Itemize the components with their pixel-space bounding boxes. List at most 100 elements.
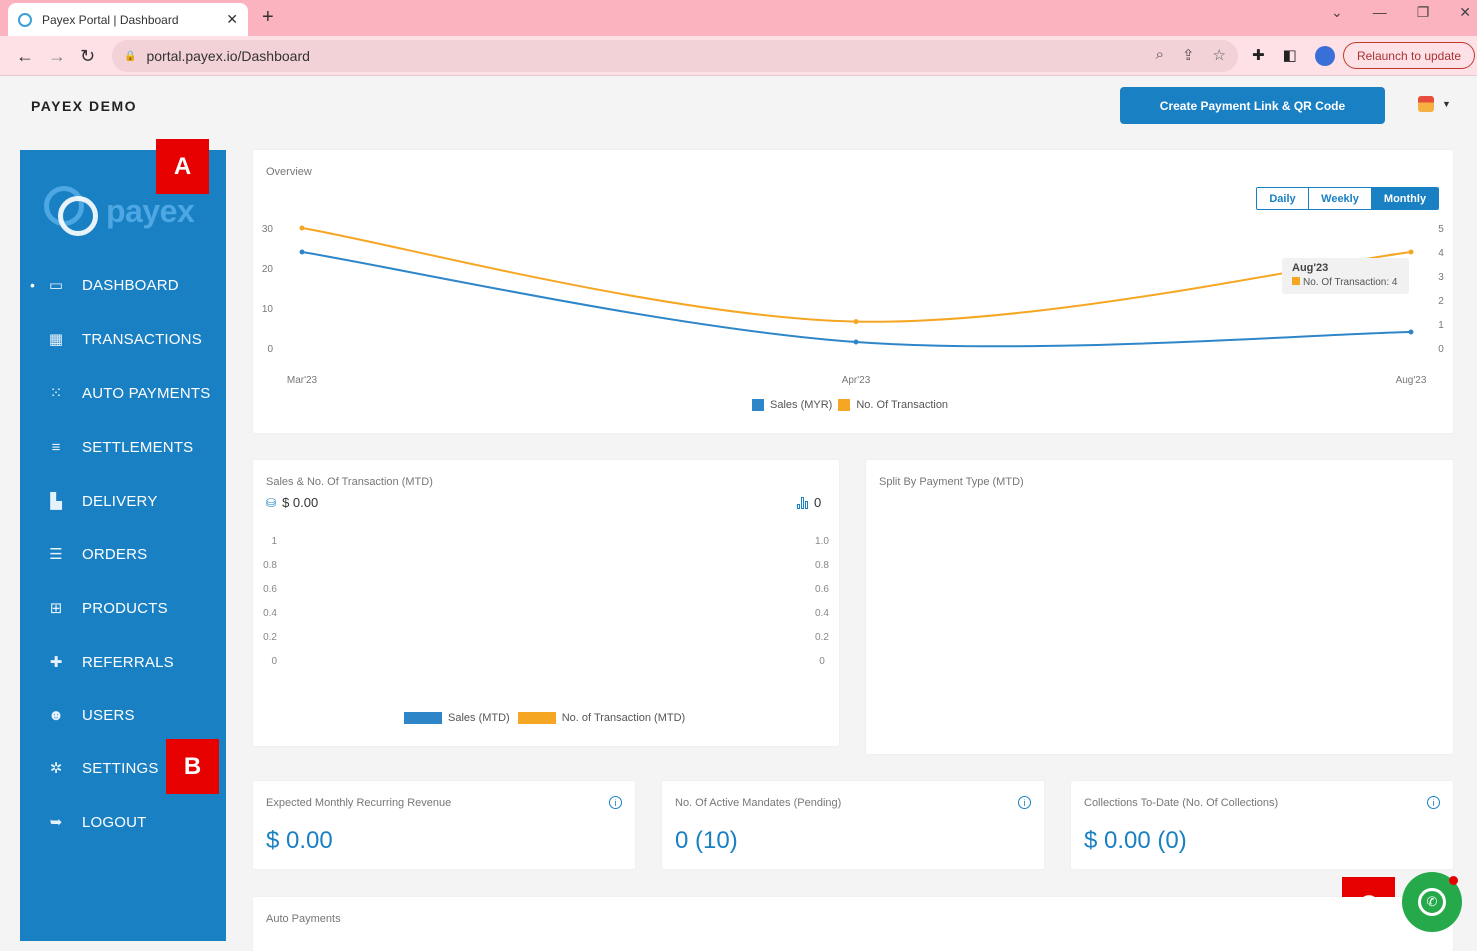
info-icon[interactable]: i	[1427, 796, 1440, 809]
side-panel-icon[interactable]: ◧	[1282, 47, 1297, 64]
sidebar-item-auto-payments[interactable]: ⁙ AUTO PAYMENTS	[20, 378, 226, 408]
legend-swatch-transactions-mtd	[517, 712, 556, 724]
users-icon: ☻	[48, 706, 64, 724]
sidebar-item-referrals[interactable]: ✚ REFERRALS	[20, 647, 226, 677]
sidebar-item-label: SETTINGS	[82, 759, 159, 777]
legend-label-sales[interactable]: Sales (MYR)	[770, 399, 833, 411]
address-bar[interactable]: 🔒 portal.payex.io/Dashboard ⌕ ⇪ ☆	[112, 40, 1238, 72]
browser-tab-strip: Payex Portal | Dashboard ✕ + ⌄ — ❐ ✕	[0, 0, 1477, 36]
tooltip-swatch	[1292, 277, 1300, 285]
sidebar-item-label: ORDERS	[82, 545, 148, 563]
y-left-tick-label: 10	[262, 304, 274, 315]
new-tab-button[interactable]: +	[262, 6, 274, 28]
x-tick-label: Apr'23	[842, 375, 871, 386]
sidebar-item-transactions[interactable]: ▦ TRANSACTIONS	[20, 324, 226, 354]
truck-icon: ▙	[50, 493, 62, 510]
sidebar-item-label: DELIVERY	[82, 492, 158, 510]
sidebar-item-products[interactable]: ⊞ PRODUCTS	[20, 593, 226, 623]
create-payment-link-button[interactable]: Create Payment Link & QR Code	[1120, 87, 1385, 124]
window-controls: ⌄ — ❐ ✕	[1331, 4, 1477, 21]
sidebar-item-settings[interactable]: ✲ SETTINGS	[20, 753, 226, 783]
kpi-card-collections: Collections To-Date (No. Of Collections)…	[1071, 781, 1453, 869]
whatsapp-chat-button[interactable]: ✆	[1402, 872, 1462, 932]
data-point	[1408, 329, 1414, 335]
sidebar-item-delivery[interactable]: ▙ DELIVERY	[20, 486, 226, 516]
tab-search-chevron-icon[interactable]: ⌄	[1330, 4, 1343, 20]
range-daily-button[interactable]: Daily	[1257, 188, 1309, 209]
tooltip-text: No. Of Transaction: 4	[1303, 277, 1398, 288]
minimize-button[interactable]: —	[1372, 4, 1387, 20]
data-point	[1408, 249, 1414, 255]
legend-label-sales-mtd[interactable]: Sales (MTD)	[448, 712, 510, 724]
kpi-value: $ 0.00	[266, 827, 333, 854]
y-left-tick-label: 0	[271, 656, 277, 667]
annotation-marker-a: A	[156, 139, 209, 194]
zoom-icon[interactable]: ⌕	[1155, 46, 1164, 63]
coins-icon: ⛁	[266, 495, 277, 510]
forward-icon[interactable]: →	[48, 46, 66, 66]
list-icon: ☰	[49, 546, 63, 563]
caret-down-icon: ▼	[1442, 99, 1451, 109]
kpi-card-active-mandates: No. Of Active Mandates (Pending) i 0 (10…	[662, 781, 1044, 869]
legend-label-transactions[interactable]: No. Of Transaction	[856, 399, 949, 411]
back-icon[interactable]: ←	[16, 46, 34, 66]
user-plus-icon: ✚	[49, 654, 63, 671]
kpi-title: Collections To-Date (No. Of Collections)	[1084, 797, 1279, 809]
tab-title: Payex Portal | Dashboard	[42, 12, 179, 27]
legend-swatch-sales	[752, 399, 764, 411]
sidebar-item-orders[interactable]: ☰ ORDERS	[20, 539, 226, 569]
favicon-icon	[18, 12, 32, 27]
sidebar-item-users[interactable]: ☻ USERS	[20, 700, 226, 730]
mtd-sales-stat: ⛁ $ 0.00	[266, 495, 318, 510]
x-tick-label: Mar'23	[287, 375, 318, 386]
share-icon[interactable]: ⇪	[1181, 47, 1195, 64]
bookmark-star-icon[interactable]: ☆	[1212, 47, 1226, 64]
logo-mark-icon	[44, 186, 100, 236]
sidebar-item-settlements[interactable]: ≡ SETTLEMENTS	[20, 432, 226, 462]
close-tab-icon[interactable]: ✕	[226, 11, 238, 27]
y-left-tick-label: 0.6	[263, 584, 277, 595]
relaunch-to-update-button[interactable]: Relaunch to update	[1343, 42, 1475, 69]
annotation-marker-b: B	[166, 739, 219, 794]
kpi-value: $ 0.00 (0)	[1084, 827, 1187, 854]
y-right-tick-label: 3	[1438, 272, 1444, 283]
sidebar-item-dashboard[interactable]: • ▭ DASHBOARD	[20, 270, 226, 300]
spinner-icon: ⁙	[49, 385, 63, 402]
sidebar-item-label: AUTO PAYMENTS	[82, 384, 211, 402]
extensions-puzzle-icon[interactable]: ✚	[1252, 47, 1265, 64]
y-left-tick-label: 0.4	[263, 608, 277, 619]
database-icon: ≡	[51, 438, 61, 456]
y-left-tick-label: 0	[267, 344, 273, 355]
profile-avatar[interactable]	[1314, 46, 1335, 66]
sidebar-item-label: USERS	[82, 706, 135, 724]
sidebar-item-label: TRANSACTIONS	[82, 330, 202, 348]
range-monthly-button[interactable]: Monthly	[1372, 188, 1438, 209]
legend-swatch-sales-mtd	[404, 712, 442, 724]
sidebar-item-logout[interactable]: ➥ LOGOUT	[20, 807, 226, 837]
sidebar-item-label: SETTLEMENTS	[82, 438, 194, 456]
x-tick-label: Aug'23	[1396, 375, 1427, 386]
data-point	[299, 225, 305, 231]
info-icon[interactable]: i	[609, 796, 622, 809]
payex-logo[interactable]: payex	[44, 186, 195, 236]
info-icon[interactable]: i	[1018, 796, 1031, 809]
range-toggle: Daily Weekly Monthly	[1256, 187, 1439, 210]
y-right-tick-label: 4	[1438, 248, 1444, 259]
user-menu[interactable]: ▼	[1418, 96, 1451, 112]
close-window-button[interactable]: ✕	[1459, 4, 1471, 20]
auto-payments-title: Auto Payments	[266, 913, 341, 925]
reload-icon[interactable]: ↻	[80, 46, 96, 66]
sidebar-item-label: LOGOUT	[82, 813, 147, 831]
browser-tab[interactable]: Payex Portal | Dashboard ✕	[8, 3, 248, 36]
data-point	[853, 339, 859, 345]
mtd-title: Sales & No. Of Transaction (MTD)	[266, 476, 433, 488]
legend-label-transactions-mtd[interactable]: No. of Transaction (MTD)	[561, 712, 686, 724]
y-left-tick-label: 0.2	[263, 632, 277, 643]
mtd-bar-chart: 1 0.8 0.6 0.4 0.2 0 1.0 0.8 0.6 0.4 0.2 0	[263, 536, 829, 667]
kpi-title: Expected Monthly Recurring Revenue	[266, 797, 452, 809]
range-weekly-button[interactable]: Weekly	[1309, 188, 1372, 209]
y-right-tick-label: 5	[1438, 224, 1444, 235]
restore-button[interactable]: ❐	[1416, 4, 1430, 20]
y-right-tick-label: 0.6	[815, 584, 829, 595]
data-point	[853, 319, 859, 325]
